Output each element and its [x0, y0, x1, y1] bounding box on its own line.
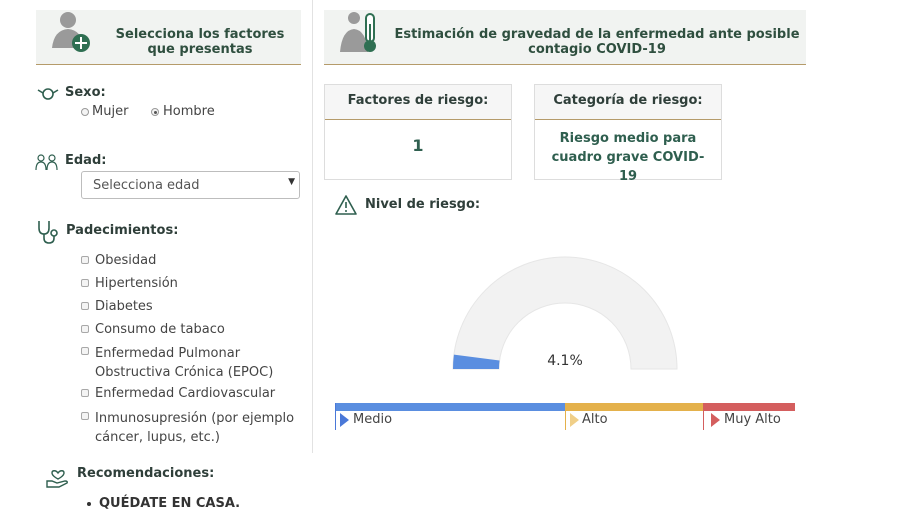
recommendation-bullet [87, 502, 91, 506]
checkbox-cardiovascular[interactable] [81, 389, 89, 397]
factors-header-title: Selecciona los factores que presentas [115, 27, 285, 57]
risk-factors-value: 1 [412, 136, 424, 155]
risk-category-label: Categoría de riesgo: [535, 85, 721, 120]
checkbox-cardiovascular-label[interactable]: Enfermedad Cardiovascular [95, 386, 276, 401]
risk-gauge [452, 256, 678, 370]
recommendation-item: QUÉDATE EN CASA. [99, 496, 241, 511]
scale-alto-bar [565, 403, 703, 411]
risk-level-label: Nivel de riesgo: [365, 197, 481, 212]
factors-header: Selecciona los factores que presentas [36, 10, 301, 65]
scale-tick-alto [565, 403, 566, 430]
age-icon [35, 154, 58, 171]
age-select-value: Selecciona edad [93, 178, 200, 193]
checkbox-tabaco-label[interactable]: Consumo de tabaco [95, 322, 225, 337]
user-add-icon [52, 12, 90, 52]
risk-category-card: Categoría de riesgo: Riesgo medio para c… [534, 84, 722, 184]
scale-tick-medio [335, 403, 336, 430]
checkbox-obesidad-label[interactable]: Obesidad [95, 253, 157, 268]
scale-tick-muyalto [703, 403, 704, 430]
radio-hombre[interactable] [151, 108, 159, 116]
alto-marker-icon [570, 413, 579, 427]
radio-hombre-label[interactable]: Hombre [163, 104, 215, 119]
radio-mujer-label[interactable]: Mujer [92, 104, 129, 119]
checkbox-epoc[interactable] [81, 347, 89, 355]
checkbox-hipertension-label[interactable]: Hipertensión [95, 276, 178, 291]
radio-mujer[interactable] [81, 108, 89, 116]
gender-icon [37, 88, 59, 100]
patient-thermometer-icon [340, 12, 376, 52]
checkbox-obesidad[interactable] [81, 256, 89, 264]
age-label: Edad: [65, 153, 107, 168]
gauge-fill [453, 354, 500, 369]
risk-factors-label: Factores de riesgo: [325, 85, 511, 120]
checkbox-epoc-label[interactable]: Enfermedad Pulmonar Obstructiva Crónica … [95, 346, 274, 380]
stethoscope-icon [38, 221, 58, 244]
age-select[interactable]: Selecciona edad ▼ [81, 171, 300, 199]
scale-alto-label: Alto [582, 412, 608, 427]
checkbox-hipertension[interactable] [81, 279, 89, 287]
gauge-track [452, 256, 678, 370]
medio-marker-icon [340, 413, 349, 427]
warning-icon [335, 195, 357, 215]
scale-medio-label: Medio [353, 412, 393, 427]
panel-divider [312, 0, 313, 453]
recommendations-label: Recomendaciones: [77, 466, 215, 481]
checkbox-inmunosupresion-label[interactable]: Inmunosupresión (por ejemplo cáncer, lup… [95, 411, 295, 445]
checkbox-diabetes[interactable] [81, 302, 89, 310]
checkbox-tabaco[interactable] [81, 325, 89, 333]
muyalto-marker-icon [711, 413, 720, 427]
scale-medio-bar [335, 403, 565, 411]
estimation-header-title: Estimación de gravedad de la enfermedad … [394, 27, 800, 57]
chevron-down-icon: ▼ [288, 177, 295, 187]
gauge-value: 4.1% [547, 353, 583, 369]
hand-heart-icon [46, 470, 68, 488]
risk-category-value: Riesgo medio para cuadro grave COVID-19 [551, 131, 705, 184]
checkbox-diabetes-label[interactable]: Diabetes [95, 299, 153, 314]
sex-label: Sexo: [65, 85, 106, 100]
scale-muyalto-bar [703, 403, 795, 411]
estimation-header: Estimación de gravedad de la enfermedad … [324, 10, 806, 65]
scale-muyalto-label: Muy Alto [724, 412, 781, 427]
risk-factors-card: Factores de riesgo: 1 [324, 84, 512, 180]
conditions-label: Padecimientos: [66, 223, 179, 238]
checkbox-inmunosupresion[interactable] [81, 412, 89, 420]
